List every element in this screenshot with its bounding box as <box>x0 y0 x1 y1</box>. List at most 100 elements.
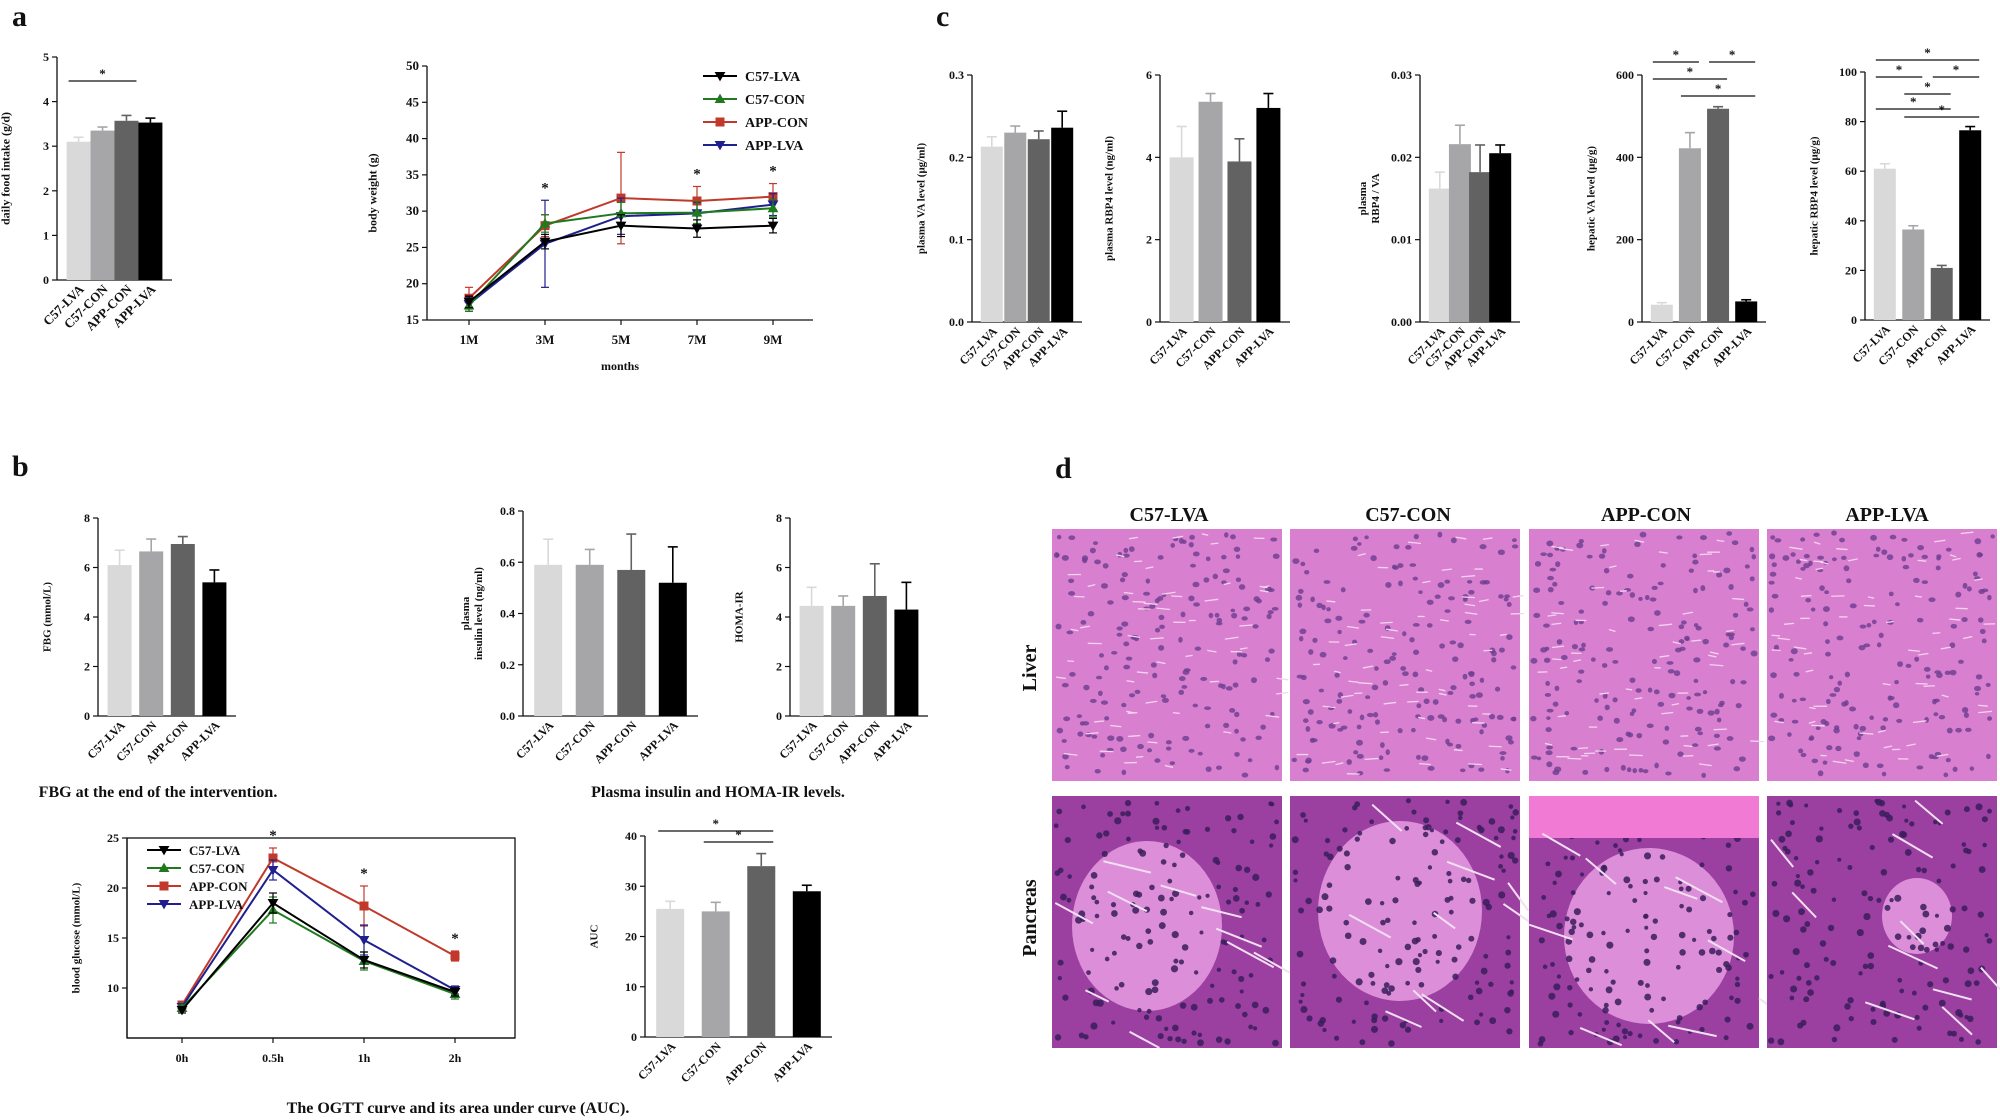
liver-nucleus <box>1203 577 1210 583</box>
bar-c1-0 <box>980 146 1003 322</box>
pancreas-nucleus <box>1904 848 1912 856</box>
pancreas-nucleus <box>1637 837 1642 843</box>
liver-image-2 <box>1529 529 1764 781</box>
liver-nucleus <box>1053 552 1060 559</box>
liver-sinusoid <box>1468 763 1482 766</box>
liver-nucleus <box>1241 616 1248 621</box>
liver-nucleus <box>1150 662 1157 668</box>
pancreas-nucleus <box>1830 960 1837 967</box>
pancreas-nucleus <box>1268 801 1273 807</box>
pancreas-nucleus <box>1272 1039 1279 1047</box>
point-a2-0-3 <box>691 224 703 234</box>
pancreas-nucleus <box>1984 933 1989 938</box>
liver-nucleus <box>1271 606 1279 611</box>
liver-nucleus <box>1713 733 1720 738</box>
liver-nucleus <box>1149 603 1156 609</box>
liver-nucleus <box>1063 716 1071 722</box>
bar-a1-2 <box>114 120 139 280</box>
liver-sinusoid <box>1815 567 1824 571</box>
pancreas-nucleus <box>1300 812 1306 818</box>
pancreas-nucleus <box>1652 918 1658 924</box>
liver-nucleus <box>1668 692 1676 699</box>
liver-nucleus <box>1936 672 1943 679</box>
liver-sinusoid <box>1145 566 1154 570</box>
liver-nucleus <box>1066 630 1074 635</box>
histology-row-liver: Liver <box>1019 645 1041 692</box>
pancreas-nucleus <box>1151 986 1159 994</box>
bar-c3-0 <box>1428 188 1451 322</box>
pancreas-nucleus <box>1173 958 1179 964</box>
chart-b3-ytick-label: 6 <box>776 561 782 575</box>
pancreas-nucleus <box>1151 979 1159 987</box>
liver-nucleus <box>1545 727 1552 733</box>
pancreas-nucleus <box>1936 878 1942 884</box>
pancreas-nucleus <box>1475 987 1483 995</box>
pancreas-nucleus <box>1793 856 1799 861</box>
pancreas-membrane <box>1107 890 1148 913</box>
pancreas-nucleus <box>1863 912 1871 921</box>
liver-nucleus <box>1218 683 1224 688</box>
liver-nucleus <box>1510 716 1516 722</box>
liver-nucleus <box>1723 642 1730 648</box>
pancreas-nucleus <box>1982 842 1987 848</box>
liver-sinusoid <box>1326 600 1336 603</box>
pancreas-nucleus <box>1588 956 1596 963</box>
liver-sinusoid <box>1149 637 1164 640</box>
pancreas-nucleus <box>1383 982 1390 988</box>
liver-nucleus <box>1178 636 1183 643</box>
liver-nucleus <box>1768 735 1776 742</box>
liver-sinusoid <box>1659 654 1670 658</box>
liver-nucleus <box>1158 645 1165 651</box>
liver-sinusoid <box>1156 661 1166 665</box>
pancreas-nucleus <box>1062 994 1069 1001</box>
pancreas-nucleus <box>1172 1024 1179 1032</box>
liver-nucleus <box>1205 766 1212 772</box>
liver-nucleus <box>1824 590 1830 595</box>
liver-nucleus <box>1662 739 1670 745</box>
liver-nucleus <box>1716 572 1723 578</box>
liver-nucleus <box>1087 611 1095 617</box>
point-b4-0-3 <box>449 987 461 998</box>
pancreas-nucleus <box>1435 959 1440 964</box>
liver-nucleus <box>1511 544 1519 549</box>
chart-b5-ytick-label: 0 <box>631 1030 637 1044</box>
liver-nucleus <box>1123 641 1130 647</box>
liver-nucleus <box>1437 582 1445 588</box>
pancreas-nucleus <box>1853 818 1861 826</box>
liver-sinusoid <box>1552 658 1562 661</box>
pancreas-nucleus <box>1643 958 1651 966</box>
pancreas-nucleus <box>1104 956 1110 962</box>
chart-c5-ytick-label: 20 <box>1845 263 1857 277</box>
bar-a1-1 <box>90 130 115 280</box>
liver-nucleus <box>1295 594 1303 601</box>
pancreas-nucleus <box>1242 1011 1248 1018</box>
liver-nucleus <box>1157 596 1164 601</box>
liver-nucleus <box>1503 597 1509 602</box>
pancreas-nucleus <box>1249 839 1255 845</box>
chart-a2-ytick-label: 25 <box>406 239 420 254</box>
pancreas-nucleus <box>1574 977 1580 982</box>
bar-b1-0 <box>107 565 132 716</box>
liver-nucleus <box>1260 724 1266 730</box>
bar-b3-0 <box>799 605 824 716</box>
liver-nucleus <box>1870 534 1877 541</box>
liver-nucleus <box>1437 714 1445 719</box>
liver-nucleus <box>1894 679 1899 685</box>
liver-nucleus <box>1192 551 1200 557</box>
pancreas-nucleus <box>1175 1036 1182 1043</box>
liver-nucleus <box>1379 742 1385 748</box>
pancreas-nucleus <box>1445 799 1450 805</box>
chart-c1-ytick-label: 0.2 <box>949 150 964 164</box>
liver-nucleus <box>1871 619 1877 625</box>
liver-nucleus <box>1958 659 1964 664</box>
liver-nucleus <box>1068 535 1076 540</box>
liver-nucleus <box>1095 675 1103 680</box>
liver-nucleus <box>1692 553 1698 559</box>
pancreas-nucleus <box>1975 1039 1981 1045</box>
pancreas-nucleus <box>1439 1018 1444 1023</box>
liver-nucleus <box>1421 755 1429 762</box>
liver-nucleus <box>1639 531 1647 538</box>
liver-nucleus <box>1123 664 1131 670</box>
pancreas-nucleus <box>1417 953 1423 958</box>
liver-nucleus <box>1836 635 1844 641</box>
